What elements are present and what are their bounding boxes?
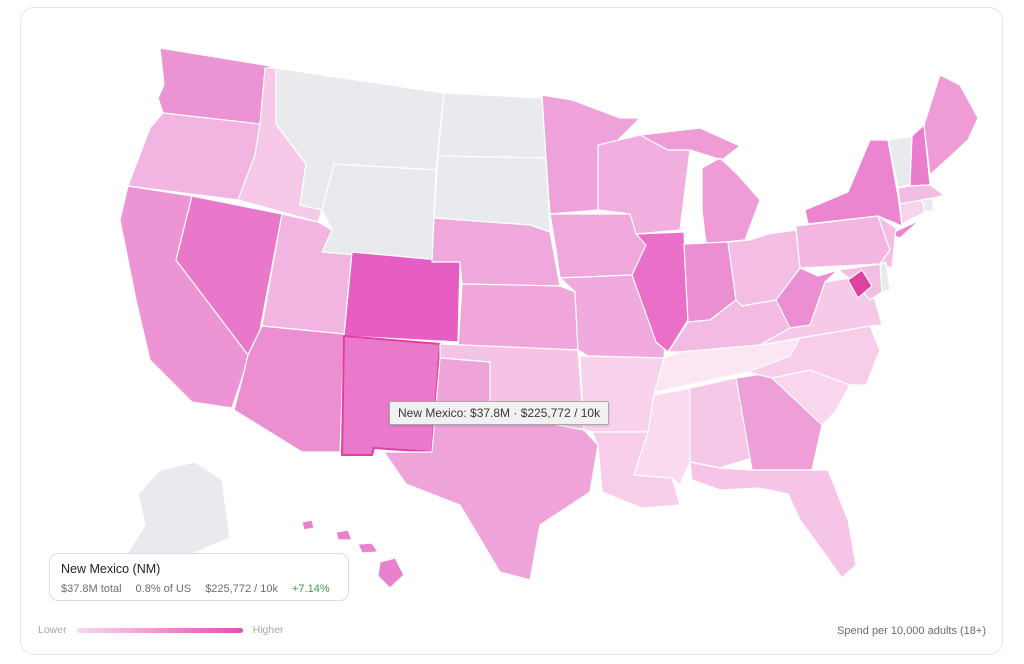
state-nc[interactable] <box>747 325 881 386</box>
state-info-card: New Mexico (NM) $37.8M total 0.8% of US … <box>49 553 349 601</box>
state-ny[interactable] <box>804 139 921 239</box>
legend-gradient-bar <box>76 627 243 633</box>
state-al[interactable] <box>689 377 753 469</box>
info-change: +7.14% <box>291 583 330 595</box>
state-fl[interactable] <box>689 461 857 579</box>
info-share: 0.8% of US <box>135 583 192 595</box>
state-ks[interactable] <box>457 283 579 351</box>
info-rate: $225,772 / 10k <box>205 583 278 595</box>
state-nd[interactable] <box>437 92 547 159</box>
map-tooltip: New Mexico: $37.8M · $225,772 / 10k <box>389 401 610 425</box>
state-mi[interactable] <box>639 127 761 245</box>
state-wa[interactable] <box>157 47 271 125</box>
state-co[interactable] <box>343 251 461 343</box>
info-card-stats: $37.8M total 0.8% of US $225,772 / 10k +… <box>61 583 337 595</box>
info-card-title: New Mexico (NM) <box>61 562 161 576</box>
color-legend: Lower Higher <box>38 624 284 636</box>
state-wv[interactable] <box>775 267 839 329</box>
state-nm[interactable] <box>341 335 441 456</box>
state-ri[interactable] <box>921 197 935 213</box>
legend-high-label: Higher <box>252 624 284 636</box>
state-dc[interactable] <box>847 269 873 299</box>
state-wy[interactable] <box>321 163 437 263</box>
state-ct[interactable] <box>899 199 926 225</box>
info-total: $37.8M total <box>61 583 122 595</box>
state-or[interactable] <box>127 112 261 201</box>
legend-low-label: Lower <box>38 624 67 636</box>
state-hi[interactable] <box>301 519 405 589</box>
state-ia[interactable] <box>549 213 647 279</box>
state-me[interactable] <box>923 74 979 176</box>
states-layer <box>119 47 979 589</box>
footnote: Spend per 10,000 adults (18+) <box>837 625 986 637</box>
